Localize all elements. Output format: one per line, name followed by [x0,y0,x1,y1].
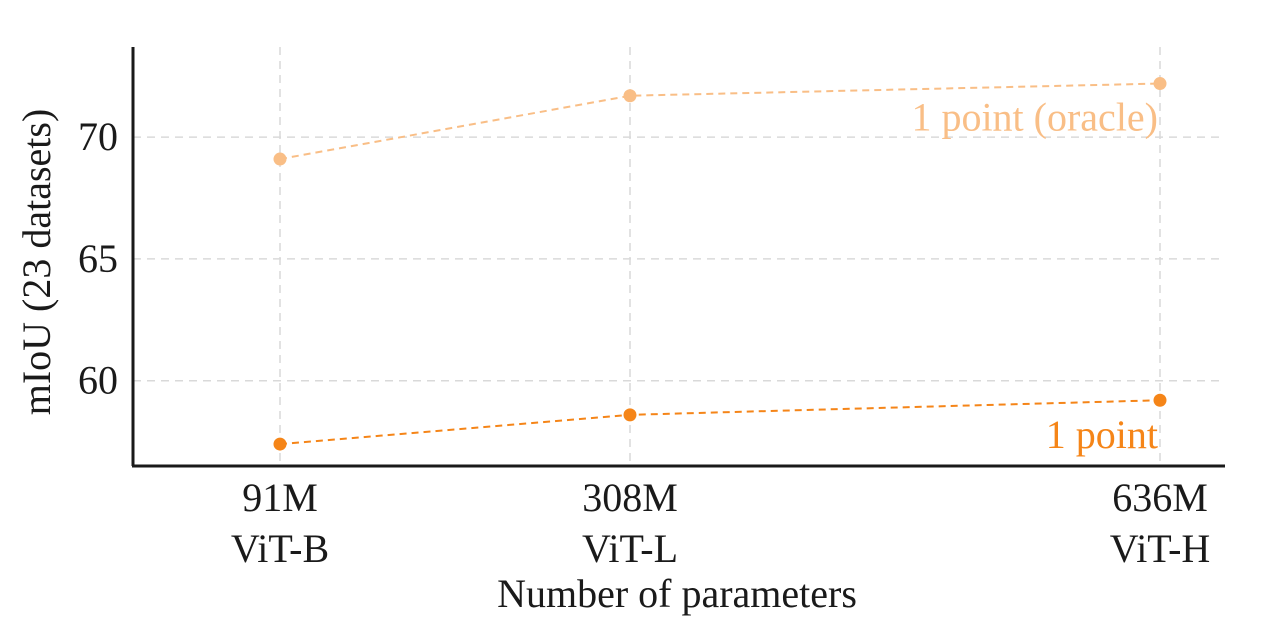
x-tick-label-model: ViT-H [1110,526,1211,571]
grid [133,47,1225,466]
data-point [623,89,637,103]
x-tick-label-model: ViT-L [582,526,678,571]
x-tick-label-params: 636M [1112,475,1208,520]
series-label: 1 point (oracle) [911,95,1158,140]
x-tick-labels: 91M ViT-B 308M ViT-L 636M ViT-H [231,475,1210,571]
data-point [623,408,637,422]
series-label: 1 point [1046,412,1158,457]
x-axis-label: Number of parameters [497,571,857,616]
series-labels: 1 point (oracle) 1 point [911,95,1158,458]
series-layer [273,77,1167,451]
y-tick-label: 65 [78,236,118,281]
data-point [273,437,287,451]
y-tick-label: 60 [78,358,118,403]
y-axis-label: mIoU (23 datasets) [14,109,59,416]
series-line [279,399,1161,446]
y-tick-labels: 60 65 70 [78,114,118,403]
data-point [1153,77,1167,91]
data-point [1153,393,1167,407]
y-tick-label: 70 [78,114,118,159]
x-tick-label-model: ViT-B [231,526,329,571]
x-tick-label-params: 308M [582,475,678,520]
x-tick-label-params: 91M [242,475,318,520]
series-line [279,82,1161,161]
data-point [273,152,287,166]
